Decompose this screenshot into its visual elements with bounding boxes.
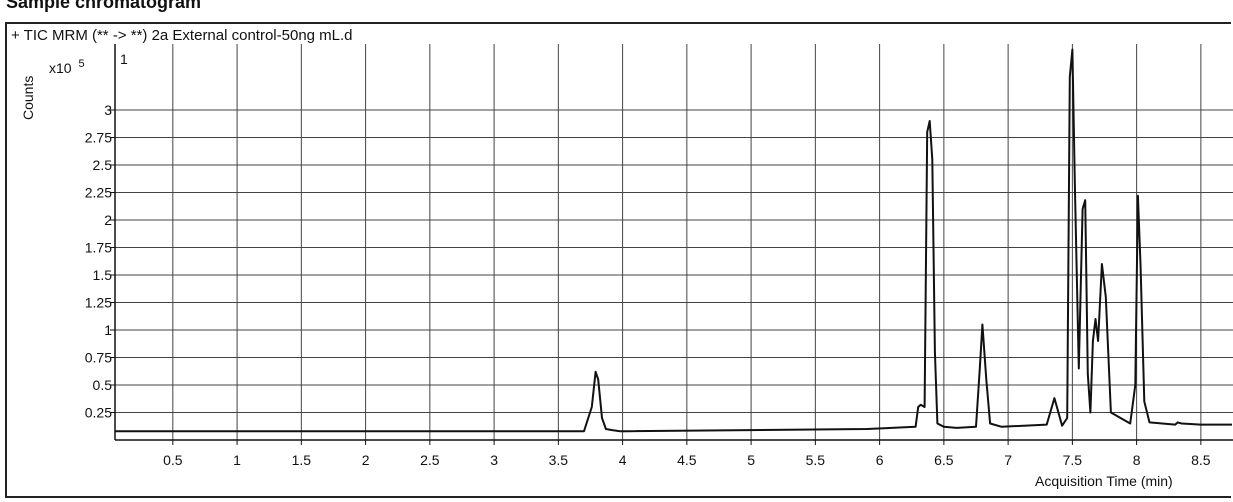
y-tick-label: 1 — [104, 322, 112, 338]
y-tick-label: 2 — [104, 212, 112, 228]
x-tick-label: 0.5 — [163, 452, 183, 468]
x-tick-label: 7 — [1004, 452, 1012, 468]
y-multiplier-label: x10 5 — [49, 58, 85, 76]
panel-number: 1 — [120, 51, 128, 67]
axes — [114, 44, 1233, 441]
y-tick-label: 3 — [104, 102, 112, 118]
x-tick-label: 3.5 — [549, 452, 569, 468]
y-axis-label: Counts — [20, 76, 36, 120]
y-tick-label: 0.25 — [85, 405, 112, 421]
x-tick-label: 6.5 — [934, 452, 954, 468]
y-tick-label: 2.5 — [93, 157, 113, 173]
y-tick-label: 2.75 — [85, 130, 112, 146]
x-tick-label: 5 — [747, 452, 755, 468]
x-tick-label: 6 — [876, 452, 884, 468]
y-tick-label: 0.5 — [93, 377, 113, 393]
grid-lines — [115, 44, 1233, 440]
x-axis-label: Acquisition Time (min) — [1035, 473, 1173, 489]
y-multiplier-base: x10 — [49, 60, 72, 76]
x-tick-label: 5.5 — [806, 452, 826, 468]
x-tick-label: 2.5 — [420, 452, 440, 468]
x-tick-label: 8.5 — [1191, 452, 1211, 468]
y-tick-label: 2.25 — [85, 185, 112, 201]
x-tick-labels: 0.5 1 1.5 2 2.5 3 3.5 4 4.5 5 5.5 6 6.5 7 7.5 8 8.5 — [163, 440, 1211, 468]
y-multiplier-exponent: 5 — [78, 58, 84, 70]
x-tick-label: 4.5 — [677, 452, 697, 468]
series-line-tic — [115, 48, 1232, 433]
y-tick-label: 1.5 — [93, 267, 113, 283]
y-tick-label: 1.25 — [85, 295, 112, 311]
y-tick-label: 0.75 — [85, 350, 112, 366]
x-tick-label: 3 — [490, 452, 498, 468]
x-tick-label: 1.5 — [292, 452, 312, 468]
chart-title: + TIC MRM (** -> **) 2a External control… — [11, 27, 353, 44]
x-tick-label: 7.5 — [1063, 452, 1083, 468]
x-tick-label: 1 — [233, 452, 241, 468]
page-heading: Sample chromatogram — [6, 0, 202, 12]
chart-frame: + TIC MRM (** -> **) 2a External control… — [5, 22, 1231, 498]
x-tick-label: 8 — [1133, 452, 1141, 468]
y-tick-label: 1.75 — [85, 240, 112, 256]
x-tick-label: 4 — [619, 452, 627, 468]
y-tick-labels: 0.25 0.5 0.75 1 1.25 1.5 1.75 2 2.25 2.5 2.75 3 — [85, 102, 115, 421]
x-tick-label: 2 — [362, 452, 370, 468]
